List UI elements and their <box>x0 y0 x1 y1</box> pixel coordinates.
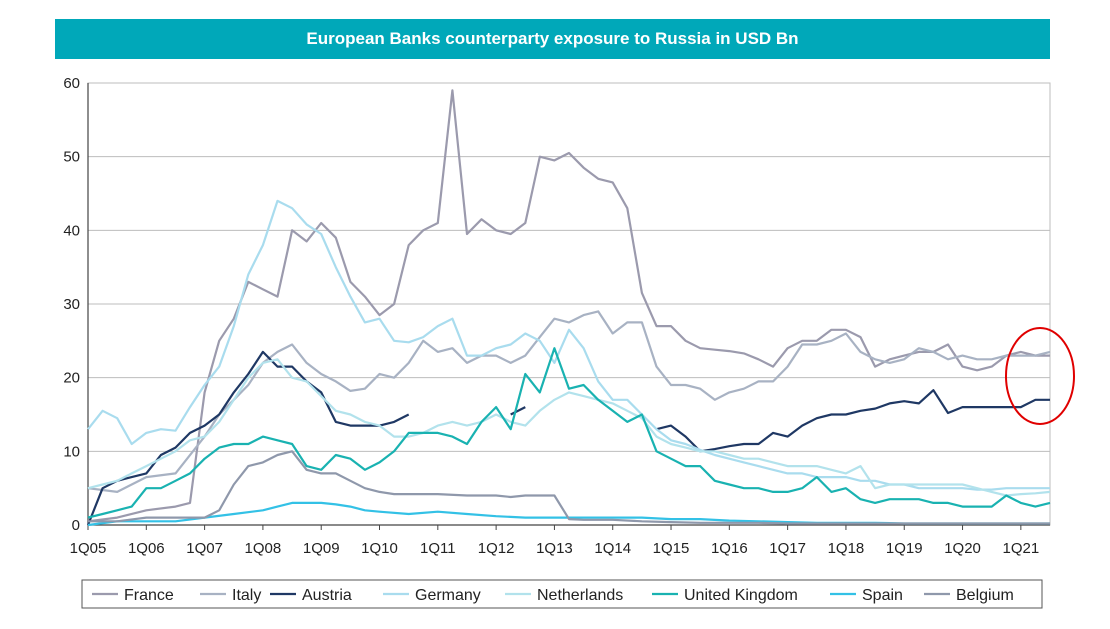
legend-label: Austria <box>302 587 352 604</box>
legend-box <box>81 579 1043 609</box>
x-tick-label: 1Q11 <box>420 540 456 557</box>
y-tick-label: 60 <box>63 75 80 92</box>
x-axis-ticks: 1Q05 1Q06 1Q07 1Q08 1Q09 1Q10 1Q11 1Q12 1Q13 1Q14… <box>70 525 1039 557</box>
x-tick-label: 1Q13 <box>536 540 573 557</box>
legend-label: Netherlands <box>537 587 623 604</box>
x-tick-label: 1Q07 <box>186 540 223 557</box>
series-lines <box>86 89 1051 527</box>
series-line-5 <box>87 199 1050 491</box>
legend-label: Germany <box>415 587 481 604</box>
highlight-circle <box>1005 327 1075 425</box>
axes <box>87 82 1051 526</box>
y-tick-label: 30 <box>63 296 80 313</box>
y-tick-label: 20 <box>63 370 80 387</box>
series-line-6 <box>87 358 1051 497</box>
series-line-4 <box>656 389 1050 453</box>
y-tick-label: 10 <box>63 443 80 460</box>
legend-label: United Kingdom <box>684 587 798 604</box>
x-tick-label: 1Q17 <box>769 540 806 557</box>
series-line-2 <box>86 350 410 526</box>
y-tick-label: 0 <box>72 517 80 534</box>
legend-label: Spain <box>862 587 903 604</box>
x-tick-label: 1Q18 <box>828 540 865 557</box>
gridlines <box>88 82 1050 526</box>
chart-title: European Banks counterparty exposure to … <box>55 19 1050 59</box>
legend-label: Belgium <box>956 587 1014 604</box>
series-line-9 <box>88 450 1050 525</box>
x-tick-label: 1Q15 <box>653 540 690 557</box>
y-axis-ticks: 0 10 20 30 40 50 60 <box>63 75 80 534</box>
x-tick-label: 1Q05 <box>70 540 107 557</box>
legend-label: France <box>124 587 174 604</box>
x-tick-label: 1Q08 <box>245 540 282 557</box>
series-line-3 <box>510 406 526 416</box>
x-tick-label: 1Q21 <box>1002 540 1039 557</box>
x-tick-label: 1Q10 <box>361 540 398 557</box>
series-line-7 <box>87 347 1051 519</box>
x-tick-label: 1Q06 <box>128 540 165 557</box>
y-tick-label: 40 <box>63 222 80 239</box>
x-tick-label: 1Q12 <box>478 540 515 557</box>
x-tick-label: 1Q19 <box>886 540 923 557</box>
x-tick-label: 1Q16 <box>711 540 748 557</box>
x-tick-label: 1Q09 <box>303 540 340 557</box>
x-tick-label: 1Q20 <box>944 540 981 557</box>
y-tick-label: 50 <box>63 149 80 166</box>
x-tick-label: 1Q14 <box>594 540 631 557</box>
series-line-1 <box>87 310 1051 493</box>
legend: France Italy Austria Germany Netherlands Unit… <box>81 579 1043 609</box>
series-line-8 <box>87 501 1050 527</box>
series-line-0 <box>87 89 1050 523</box>
legend-label: Italy <box>232 587 261 604</box>
